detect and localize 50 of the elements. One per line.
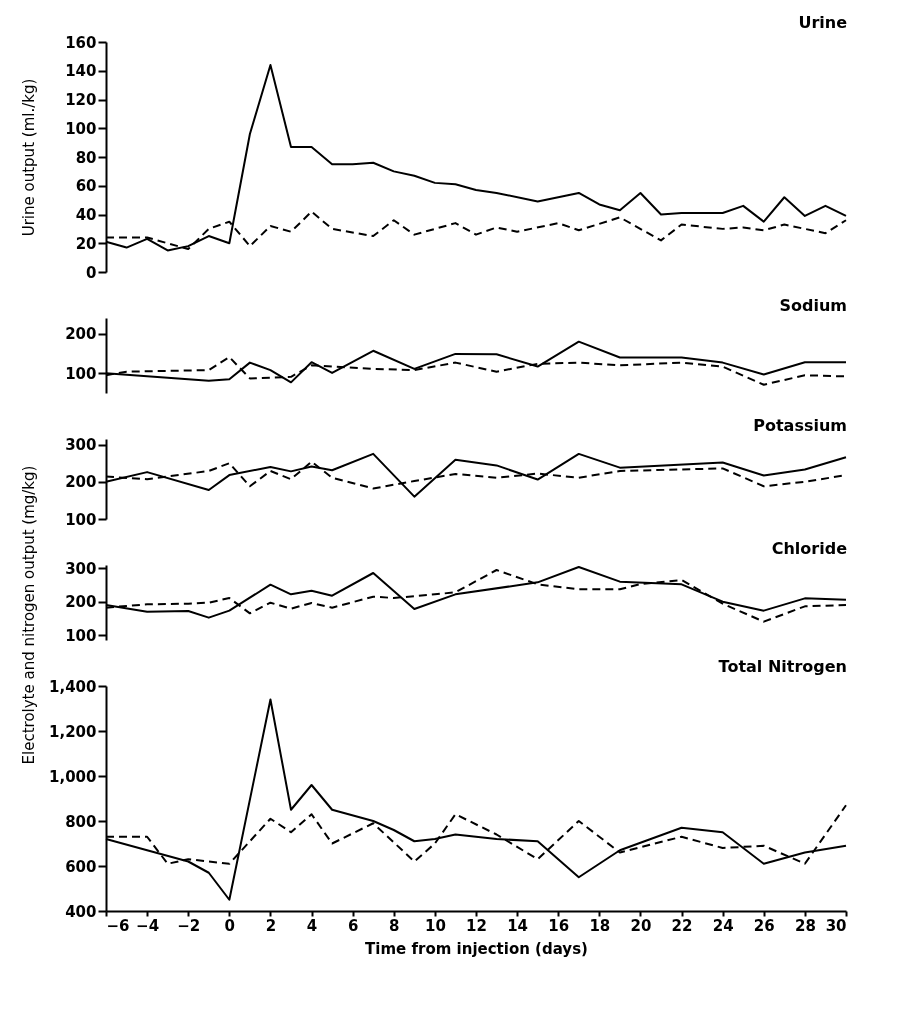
y-tick-label: 200 <box>65 593 97 612</box>
x-tick-label: 26 <box>753 916 775 935</box>
x-tick-label: −4 <box>136 916 160 935</box>
x-tick-label: 18 <box>589 916 611 935</box>
y-tick-label: 300 <box>65 559 97 578</box>
y-tick-label: 1,200 <box>49 722 97 741</box>
y-tick-label: 20 <box>75 234 97 253</box>
y-tick-label: 200 <box>65 473 97 492</box>
y-tick-label: 100 <box>65 119 97 138</box>
x-tick-label: 12 <box>466 916 487 935</box>
x-tick-label: 30 <box>825 916 847 935</box>
chart-title: Potassium <box>753 415 847 435</box>
chart-title: Urine <box>798 13 848 32</box>
x-axis-title: Time from injection (days) <box>365 939 588 958</box>
x-tick-label: 2 <box>265 916 277 935</box>
y-tick-label: 1,000 <box>49 767 97 786</box>
y-tick-label: 100 <box>65 626 97 645</box>
y-tick-label: 0 <box>86 263 97 282</box>
y-tick-label: 1,400 <box>49 677 97 696</box>
y-tick-label: 160 <box>65 33 97 52</box>
x-tick-label: 6 <box>347 916 359 935</box>
x-tick-label: 14 <box>507 916 529 935</box>
y-tick-label: 300 <box>65 436 97 455</box>
chart-title: Chloride <box>771 539 848 559</box>
y-tick-label: 80 <box>75 148 97 167</box>
y-tick-label: 600 <box>65 857 97 876</box>
y-tick-label: 800 <box>65 812 97 831</box>
y-tick-label: 120 <box>65 91 97 109</box>
y-tick-label: 140 <box>65 62 97 81</box>
x-tick-label: 8 <box>389 916 400 935</box>
x-tick-label: 0 <box>224 916 236 935</box>
y-tick-label: 400 <box>65 902 97 921</box>
x-tick-label: −6 <box>106 916 130 935</box>
y-tick-label: 200 <box>65 325 97 344</box>
x-tick-label: 20 <box>630 916 652 935</box>
x-tick-label: 4 <box>306 916 318 935</box>
y-axis-title: Urine output (ml./kg) <box>19 78 38 237</box>
x-tick-label: 24 <box>712 916 734 935</box>
chart-title: Total Nitrogen <box>718 657 847 676</box>
y-tick-label: 60 <box>75 177 97 196</box>
y-tick-label: 100 <box>65 510 97 529</box>
x-tick-label: 10 <box>424 916 446 935</box>
chart-title: Sodium <box>779 296 847 315</box>
y-tick-label: 40 <box>75 206 97 224</box>
x-tick-label: 28 <box>794 916 816 935</box>
y-tick-label: 100 <box>65 364 97 383</box>
x-tick-label: −2 <box>177 916 201 935</box>
x-tick-label: 16 <box>548 916 570 935</box>
x-tick-label: 22 <box>671 916 693 935</box>
y-axis-title: Electrolyte and nitrogen output (mg/kg) <box>19 465 38 765</box>
